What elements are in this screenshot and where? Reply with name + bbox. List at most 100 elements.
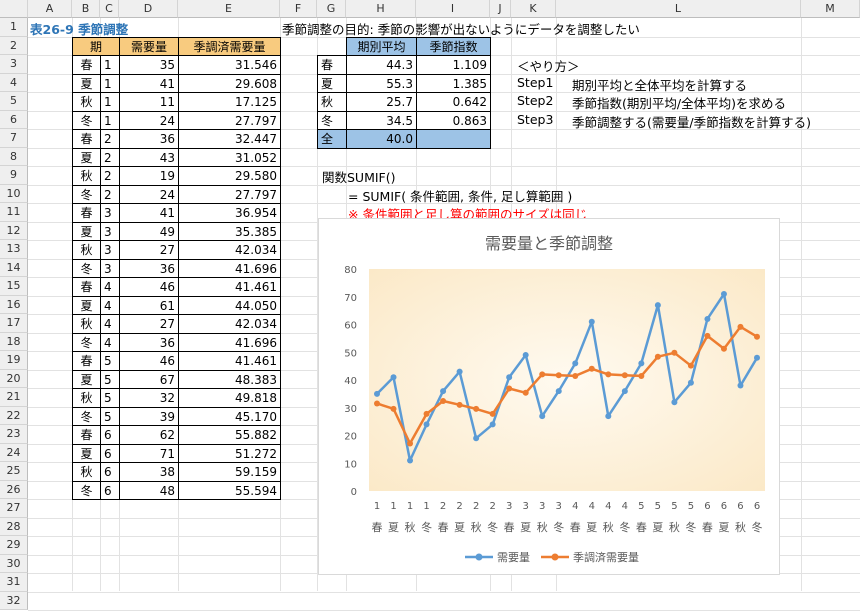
data-point-series-2[interactable]: [638, 372, 645, 379]
data-point-series-1[interactable]: [671, 399, 678, 406]
demand-cell[interactable]: 27: [119, 314, 179, 334]
data-point-series-1[interactable]: [489, 421, 496, 428]
adjusted-demand-cell[interactable]: 48.383: [178, 369, 281, 389]
demand-cell[interactable]: 49: [119, 221, 179, 241]
seasonal-header-average[interactable]: 期別平均: [346, 36, 417, 56]
year-cell[interactable]: 2: [100, 147, 120, 167]
row-header[interactable]: 23: [0, 425, 28, 444]
data-point-series-1[interactable]: [720, 290, 727, 297]
year-cell[interactable]: 2: [100, 129, 120, 149]
seasonal-average-cell[interactable]: 25.7: [346, 92, 417, 112]
season-cell[interactable]: 冬: [72, 258, 101, 278]
row-header[interactable]: 20: [0, 369, 28, 388]
seasonal-average-cell[interactable]: 44.3: [346, 55, 417, 75]
data-point-series-1[interactable]: [506, 374, 513, 381]
data-point-series-1[interactable]: [407, 457, 414, 464]
row-header[interactable]: 19: [0, 351, 28, 370]
row-header[interactable]: 11: [0, 203, 28, 222]
adjusted-demand-cell[interactable]: 42.034: [178, 314, 281, 334]
demand-cell[interactable]: 24: [119, 110, 179, 130]
demand-cell[interactable]: 43: [119, 147, 179, 167]
row-header[interactable]: 25: [0, 462, 28, 481]
data-point-series-1[interactable]: [555, 388, 562, 395]
row-header[interactable]: 32: [0, 591, 28, 610]
adjusted-demand-cell[interactable]: 59.159: [178, 462, 281, 482]
year-cell[interactable]: 1: [100, 110, 120, 130]
season-cell[interactable]: 冬: [72, 406, 101, 426]
data-point-series-2[interactable]: [572, 372, 579, 379]
season-cell[interactable]: 春: [72, 425, 101, 445]
demand-cell[interactable]: 48: [119, 480, 179, 500]
year-cell[interactable]: 3: [100, 203, 120, 223]
data-point-series-1[interactable]: [440, 388, 447, 395]
column-header[interactable]: L: [556, 0, 801, 18]
demand-cell[interactable]: 67: [119, 369, 179, 389]
data-point-series-1[interactable]: [737, 382, 744, 389]
season-cell[interactable]: 冬: [72, 184, 101, 204]
row-header[interactable]: 5: [0, 92, 28, 111]
row-header[interactable]: 12: [0, 221, 28, 240]
demand-cell[interactable]: 46: [119, 277, 179, 297]
table-header-adjusted[interactable]: 季調済需要量: [178, 36, 281, 56]
demand-cell[interactable]: 36: [119, 332, 179, 352]
year-cell[interactable]: 3: [100, 221, 120, 241]
row-header[interactable]: 22: [0, 406, 28, 425]
season-cell[interactable]: 冬: [72, 480, 101, 500]
data-point-series-2[interactable]: [440, 397, 447, 404]
row-header[interactable]: 8: [0, 147, 28, 166]
adjusted-demand-cell[interactable]: 41.696: [178, 332, 281, 352]
column-header[interactable]: I: [416, 0, 490, 18]
adjusted-demand-cell[interactable]: 36.954: [178, 203, 281, 223]
season-cell[interactable]: 春: [72, 277, 101, 297]
adjusted-demand-cell[interactable]: 41.696: [178, 258, 281, 278]
data-point-series-2[interactable]: [489, 410, 496, 417]
demand-cell[interactable]: 32: [119, 388, 179, 408]
overall-average-cell[interactable]: 40.0: [346, 129, 417, 149]
adjusted-demand-cell[interactable]: 41.461: [178, 277, 281, 297]
year-cell[interactable]: 6: [100, 425, 120, 445]
demand-cell[interactable]: 36: [119, 258, 179, 278]
seasonal-label-cell[interactable]: 夏: [317, 73, 347, 93]
data-point-series-2[interactable]: [605, 371, 612, 378]
data-point-series-2[interactable]: [423, 410, 430, 417]
row-header[interactable]: 4: [0, 73, 28, 92]
year-cell[interactable]: 4: [100, 314, 120, 334]
demand-cell[interactable]: 46: [119, 351, 179, 371]
year-cell[interactable]: 1: [100, 92, 120, 112]
data-point-series-1[interactable]: [704, 315, 711, 322]
year-cell[interactable]: 5: [100, 369, 120, 389]
overall-label-cell[interactable]: 全: [317, 129, 347, 149]
demand-cell[interactable]: 38: [119, 462, 179, 482]
season-cell[interactable]: 春: [72, 129, 101, 149]
year-cell[interactable]: 1: [100, 73, 120, 93]
seasonal-index-cell[interactable]: 1.109: [416, 55, 491, 75]
year-cell[interactable]: 5: [100, 351, 120, 371]
year-cell[interactable]: 6: [100, 480, 120, 500]
adjusted-demand-cell[interactable]: 55.594: [178, 480, 281, 500]
adjusted-demand-cell[interactable]: 51.272: [178, 443, 281, 463]
row-header[interactable]: 3: [0, 55, 28, 74]
data-point-series-1[interactable]: [588, 318, 595, 325]
data-point-series-2[interactable]: [555, 372, 562, 379]
table-header-demand[interactable]: 需要量: [119, 36, 179, 56]
demand-cell[interactable]: 36: [119, 129, 179, 149]
season-cell[interactable]: 秋: [72, 388, 101, 408]
demand-cell[interactable]: 41: [119, 203, 179, 223]
demand-cell[interactable]: 27: [119, 240, 179, 260]
data-point-series-2[interactable]: [737, 323, 744, 330]
data-point-series-1[interactable]: [374, 390, 380, 397]
column-header[interactable]: J: [490, 0, 511, 18]
season-cell[interactable]: 夏: [72, 221, 101, 241]
year-cell[interactable]: 1: [100, 55, 120, 75]
data-point-series-1[interactable]: [654, 302, 661, 309]
adjusted-demand-cell[interactable]: 17.125: [178, 92, 281, 112]
adjusted-demand-cell[interactable]: 31.052: [178, 147, 281, 167]
data-point-series-2[interactable]: [704, 332, 711, 339]
adjusted-demand-cell[interactable]: 49.818: [178, 388, 281, 408]
row-header[interactable]: 13: [0, 240, 28, 259]
row-header[interactable]: 27: [0, 499, 28, 518]
adjusted-demand-cell[interactable]: 45.170: [178, 406, 281, 426]
demand-cell[interactable]: 39: [119, 406, 179, 426]
row-header[interactable]: 9: [0, 166, 28, 185]
season-cell[interactable]: 春: [72, 351, 101, 371]
